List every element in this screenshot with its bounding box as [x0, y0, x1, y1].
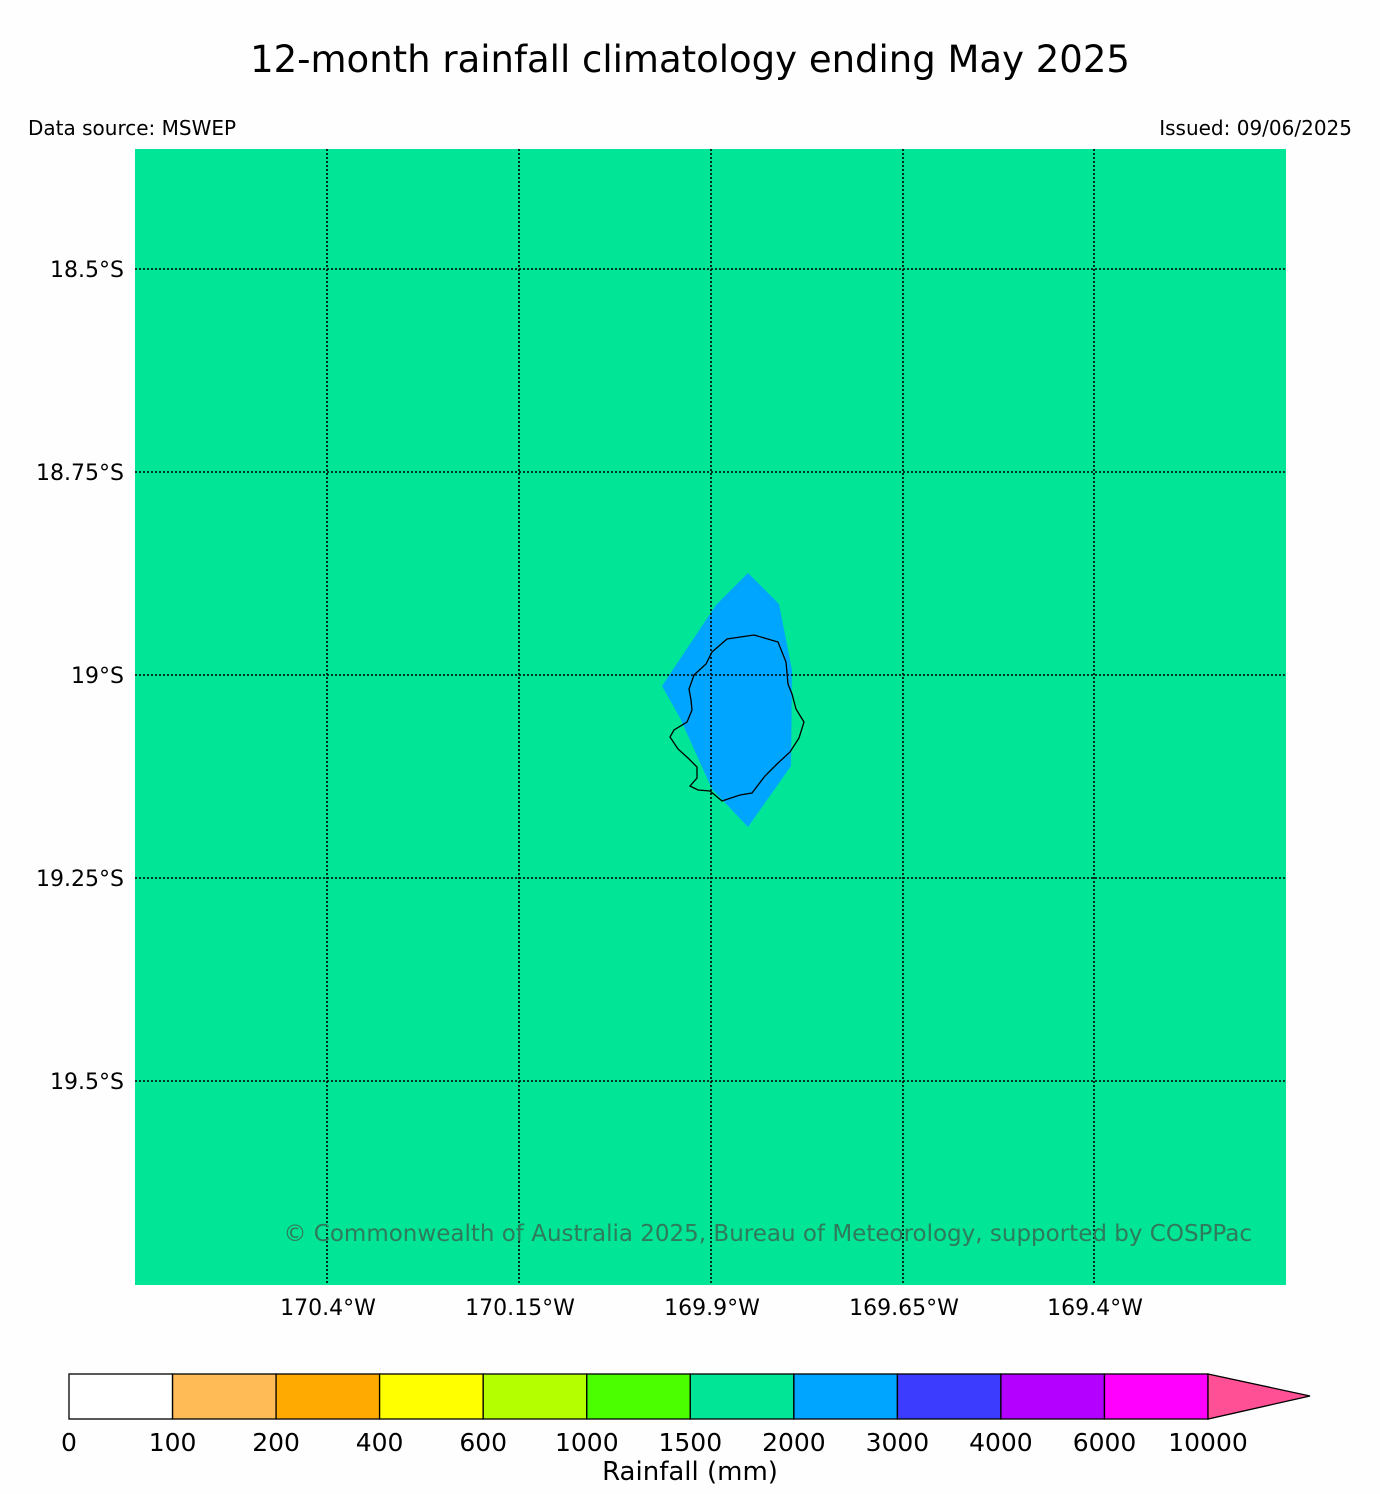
- lat-label: 18.5°S: [50, 258, 124, 283]
- colorbar-tick-label: 6000: [1073, 1428, 1137, 1457]
- colorbar-segment: [793, 1373, 899, 1420]
- colorbar-segment: [1103, 1373, 1209, 1420]
- lon-label: 169.65°W: [849, 1296, 959, 1321]
- lat-label: 18.75°S: [36, 461, 124, 486]
- colorbar-segment: [68, 1373, 174, 1420]
- colorbar-tick-label: 2000: [762, 1428, 826, 1457]
- lon-label: 170.15°W: [465, 1296, 575, 1321]
- issued-date-label: Issued: 09/06/2025: [1159, 116, 1352, 140]
- colorbar-segment: [378, 1373, 484, 1420]
- colorbar-segment: [586, 1373, 691, 1420]
- colorbar-segment: [482, 1373, 588, 1420]
- colorbar-tick-label: 0: [61, 1428, 77, 1457]
- colorbar-tick-label: 400: [356, 1428, 404, 1457]
- lon-label: 170.4°W: [280, 1296, 376, 1321]
- colorbar-tick-label: 100: [149, 1428, 197, 1457]
- lon-label: 169.9°W: [664, 1296, 760, 1321]
- colorbar-extend-arrow: [1207, 1373, 1311, 1420]
- colorbar-tick-label: 1500: [658, 1428, 722, 1457]
- lat-label: 19°S: [71, 664, 124, 689]
- colorbar-tick-label: 1000: [555, 1428, 619, 1457]
- colorbar-tick-label: 200: [252, 1428, 300, 1457]
- colorbar-tick-label: 10000: [1168, 1428, 1248, 1457]
- colorbar-segment: [275, 1373, 381, 1420]
- colorbar-tick-label: 600: [459, 1428, 507, 1457]
- lon-label: 169.4°W: [1047, 1296, 1143, 1321]
- colorbar-segment: [896, 1373, 1002, 1420]
- lat-label: 19.25°S: [36, 867, 124, 892]
- lat-label: 19.5°S: [50, 1070, 124, 1095]
- colorbar: [68, 1373, 1209, 1420]
- island-coastline: [669, 634, 805, 802]
- colorbar-segment: [171, 1373, 277, 1420]
- colorbar-segment: [689, 1373, 795, 1420]
- copyright-notice: © Commonwealth of Australia 2025, Bureau…: [283, 1221, 1252, 1247]
- chart-title: 12-month rainfall climatology ending May…: [250, 38, 1130, 81]
- colorbar-tick-label: 3000: [866, 1428, 930, 1457]
- data-source-label: Data source: MSWEP: [28, 116, 237, 140]
- colorbar-segment: [1000, 1373, 1106, 1420]
- colorbar-label: Rainfall (mm): [602, 1457, 778, 1487]
- colorbar-tick-label: 4000: [969, 1428, 1033, 1457]
- graticule: [135, 149, 1286, 1285]
